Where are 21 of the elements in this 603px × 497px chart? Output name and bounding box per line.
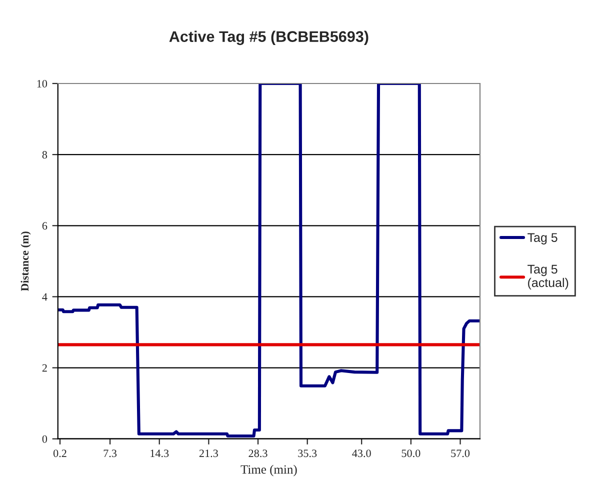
y-tick-label: 8 [42,151,48,159]
legend-label: Tag 5 (actual) [528,264,568,290]
y-tick-label: 10 [37,80,48,88]
chart-title: Active Tag #5 (BCBEB5693) [169,30,368,46]
x-tick-label: 57.0 [451,450,470,458]
x-tick-label: 21.3 [199,450,218,458]
x-tick-label: 28.3 [248,450,268,458]
x-tick-label: 35.3 [298,450,317,458]
x-tick-label: 14.3 [150,450,169,458]
y-tick-label: 4 [42,293,48,301]
y-axis-title: Distance (m) [20,232,31,292]
y-tick-label: 0 [42,435,48,443]
x-tick-label: 50.0 [402,450,420,458]
y-tick-label: 6 [42,222,48,230]
legend-label: Tag 5 [528,233,558,244]
line-series [58,83,480,438]
y-tick-label: 2 [42,364,47,372]
x-tick-label: 0.2 [53,450,66,458]
x-tick-label: 43.0 [352,450,371,458]
x-axis-title: Time (min) [240,464,297,476]
x-tick-label: 7.3 [104,450,117,458]
